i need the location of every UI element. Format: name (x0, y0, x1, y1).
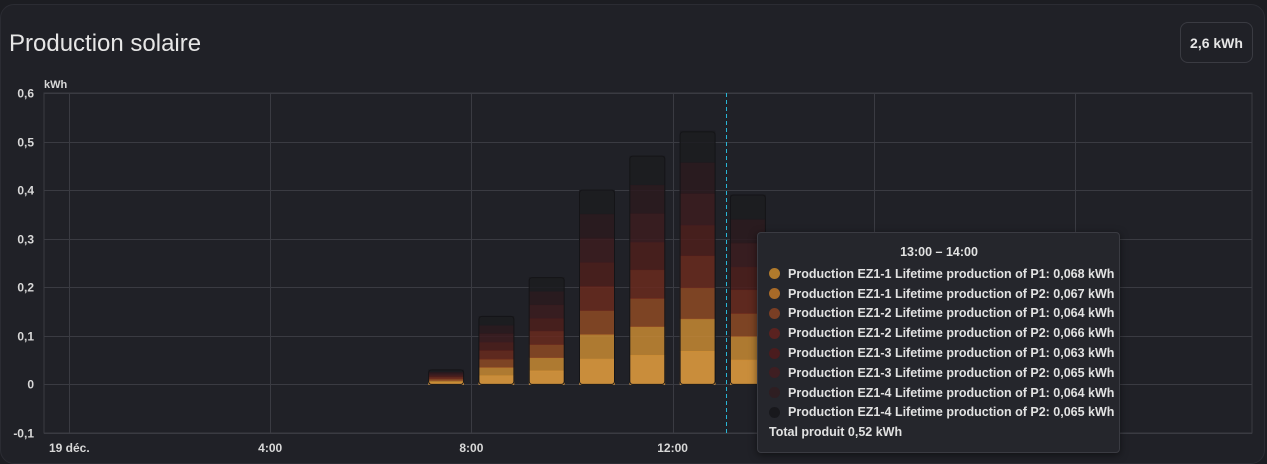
tooltip-row-label: Production EZ1-1 Lifetime production of … (788, 266, 1115, 281)
y-tick-label: 0,6 (17, 87, 34, 101)
bar-outline (428, 369, 465, 385)
bar-segment (679, 193, 716, 226)
y-tick-label: 0,2 (17, 281, 34, 295)
bar-segment (629, 326, 666, 356)
tooltip-row-label: Production EZ1-2 Lifetime production of … (788, 326, 1115, 341)
series-color-dot (769, 268, 780, 280)
tooltip-row-label: Production EZ1-3 Lifetime production of … (788, 365, 1115, 380)
tooltip-row: Production EZ1-2 Lifetime production of … (769, 323, 1114, 343)
y-tick-label: 0,1 (17, 330, 34, 344)
bar-segment (679, 318, 716, 352)
bar-segment (528, 277, 565, 292)
bar-segment (629, 354, 666, 385)
y-tick-label: 0,3 (17, 233, 34, 247)
bar-segment (478, 316, 515, 326)
y-tick-label: 0 (27, 378, 34, 392)
series-color-dot (769, 327, 780, 339)
tooltip-title: 13:00 – 14:00 (900, 245, 978, 259)
bar-segment (579, 358, 615, 385)
chart-tooltip: 13:00 – 14:00 Production EZ1-1 Lifetime … (757, 232, 1120, 453)
tooltip-row: Production EZ1-1 Lifetime production of … (769, 284, 1114, 304)
bar-segment (528, 344, 565, 359)
tooltip-row: Production EZ1-4 Lifetime production of … (769, 403, 1114, 423)
tooltip-row: Production EZ1-3 Lifetime production of … (769, 363, 1114, 383)
bar-outline (528, 277, 565, 385)
bar-segment (478, 333, 515, 343)
tooltip-row-label: Production EZ1-1 Lifetime production of … (788, 286, 1115, 301)
bar-segment (679, 351, 716, 385)
card-title: Production solaire (9, 30, 202, 57)
bar-segment (528, 370, 565, 385)
bar-segment (629, 184, 666, 214)
tooltip-row: Production EZ1-3 Lifetime production of … (769, 343, 1114, 363)
bar-segment (629, 298, 666, 327)
bar-segment (528, 330, 565, 345)
y-tick-label: 0,5 (17, 136, 34, 150)
tooltip-row-label: Production EZ1-2 Lifetime production of … (788, 306, 1115, 321)
bar-segment (629, 213, 666, 243)
bar-segment (478, 350, 515, 360)
bar-segment (579, 189, 615, 215)
bar-segment (629, 241, 666, 271)
tooltip-row-label: Production EZ1-3 Lifetime production of … (788, 346, 1115, 361)
x-tick-label: 8:00 (459, 441, 483, 455)
tooltip-row: Production EZ1-4 Lifetime production of … (769, 383, 1114, 403)
series-color-dot (769, 406, 780, 418)
tooltip-row: Production EZ1-2 Lifetime production of … (769, 304, 1114, 324)
bar-segment (478, 375, 515, 385)
bar-segment (478, 341, 515, 351)
bar-segment (579, 334, 615, 360)
bar-outline (679, 131, 716, 385)
total-energy-badge[interactable]: 2,6 kWh (1180, 22, 1253, 63)
bar-segment (679, 224, 716, 257)
series-color-dot (769, 288, 780, 300)
x-tick-label: 19 déc. (49, 441, 90, 455)
bar-segment (679, 130, 716, 163)
bar-segment (579, 262, 615, 287)
bar-segment (528, 357, 565, 372)
series-color-dot (769, 387, 780, 399)
bar-segment (579, 286, 615, 311)
y-tick-label: -0,1 (13, 427, 34, 441)
bar-segment (528, 304, 565, 319)
bar-segment (679, 287, 716, 320)
bar-segment (629, 155, 666, 186)
x-tick-label: 4:00 (258, 441, 282, 455)
y-unit-label: kWh (44, 79, 68, 91)
bar-segment (730, 194, 766, 220)
bar-outline (629, 155, 666, 385)
bar-outline (579, 189, 615, 385)
y-tick-label: 0,4 (17, 184, 34, 198)
bar-segment (478, 358, 515, 368)
tooltip-row-label: Production EZ1-4 Lifetime production of … (788, 385, 1115, 400)
bar-segment (528, 318, 565, 332)
bar-segment (679, 162, 716, 194)
bar-segment (478, 367, 515, 376)
bar-segment (679, 255, 716, 289)
bar-segment (579, 310, 615, 335)
tooltip-total: Total produit 0,52 kWh (769, 425, 903, 440)
x-tick-label: 12:00 (657, 441, 688, 455)
series-color-dot (769, 367, 780, 379)
bar-outline (478, 315, 515, 385)
bar-segment (629, 269, 666, 299)
series-color-dot (769, 347, 780, 359)
bar-segment (528, 290, 565, 306)
tooltip-row-label: Production EZ1-4 Lifetime production of … (788, 405, 1115, 420)
tooltip-row: Production EZ1-1 Lifetime production of … (769, 264, 1114, 284)
bar-segment (579, 213, 615, 239)
series-color-dot (769, 307, 780, 319)
bar-segment (579, 237, 615, 263)
bar-segment (478, 324, 515, 334)
